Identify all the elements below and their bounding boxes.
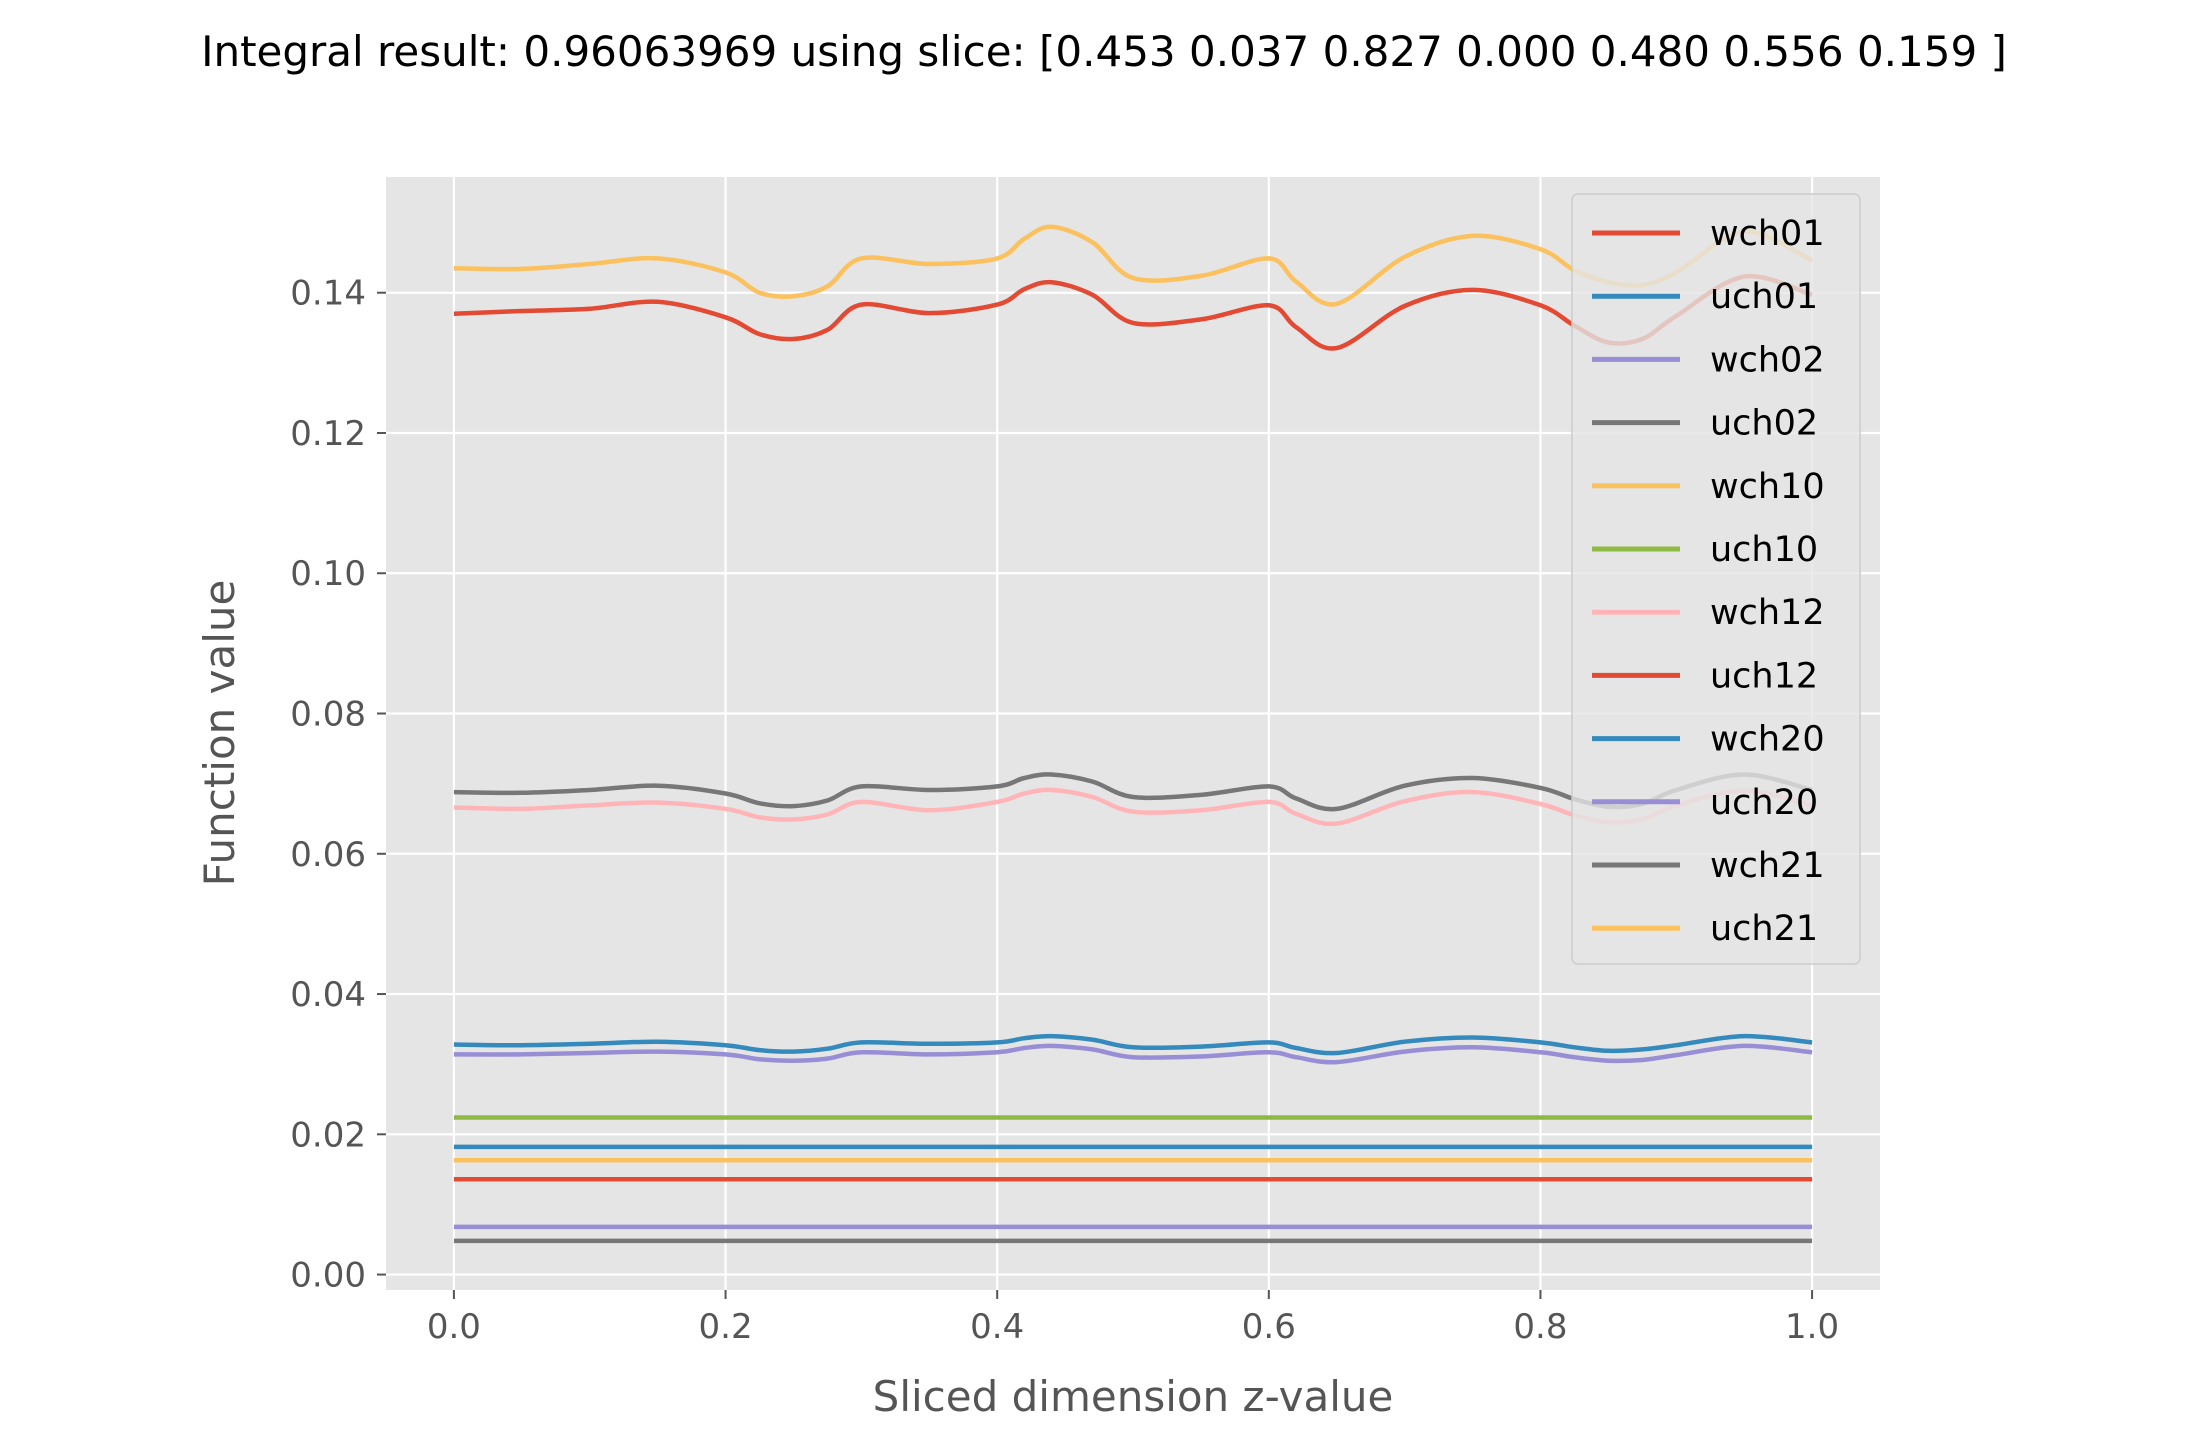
series-line-uch01 — [453, 1033, 1813, 1056]
legend-label-wch12: wch12 — [1710, 593, 1825, 633]
x-tick-label: 0.6 — [1242, 1307, 1296, 1347]
x-tick-label: 1.0 — [1785, 1307, 1839, 1347]
x-tick-label: 0.2 — [699, 1307, 753, 1347]
legend: wch01 uch01 wch02 uch02 wch10 uch10 wch12 uch12… — [1571, 193, 1861, 965]
chart-title: Integral result: 0.96063969 using slice:… — [201, 27, 2007, 76]
x-axis-ticks: 0.0 0.2 0.4 0.6 0.8 1.0 — [427, 1290, 1839, 1347]
legend-label-uch20: uch20 — [1710, 783, 1818, 823]
legend-box — [1571, 193, 1861, 965]
x-tick-label: 0.8 — [1513, 1307, 1567, 1347]
legend-label-uch01: uch01 — [1710, 277, 1818, 317]
legend-label-uch12: uch12 — [1710, 656, 1818, 696]
y-tick-label: 0.04 — [290, 975, 366, 1015]
y-tick-label: 0.10 — [290, 554, 366, 594]
x-tick-label: 0.4 — [970, 1307, 1024, 1347]
legend-label-uch21: uch21 — [1710, 909, 1818, 949]
legend-label-wch10: wch10 — [1710, 467, 1825, 507]
legend-label-wch02: wch02 — [1710, 340, 1825, 380]
y-axis-label: Function value — [195, 580, 244, 887]
y-tick-label: 0.14 — [290, 274, 366, 314]
series-line-wch02 — [453, 1043, 1813, 1065]
x-tick-label: 0.0 — [427, 1307, 481, 1347]
y-tick-label: 0.06 — [290, 835, 366, 875]
y-tick-label: 0.08 — [290, 695, 366, 735]
y-axis-ticks: 0.00 0.02 0.04 0.06 0.08 0.10 0.12 0.14 — [290, 274, 386, 1296]
legend-label-uch10: uch10 — [1710, 530, 1818, 570]
legend-label-wch21: wch21 — [1710, 846, 1825, 886]
x-axis-label: Sliced dimension z-value — [873, 1372, 1394, 1421]
y-tick-label: 0.02 — [290, 1115, 366, 1155]
y-tick-label: 0.12 — [290, 414, 366, 454]
legend-label-wch20: wch20 — [1710, 720, 1825, 760]
legend-entries: wch01 uch01 wch02 uch02 wch10 uch10 wch12 uch12… — [1592, 214, 1825, 949]
y-tick-label: 0.00 — [290, 1256, 366, 1296]
legend-label-wch01: wch01 — [1710, 214, 1825, 254]
legend-label-uch02: uch02 — [1710, 404, 1818, 444]
